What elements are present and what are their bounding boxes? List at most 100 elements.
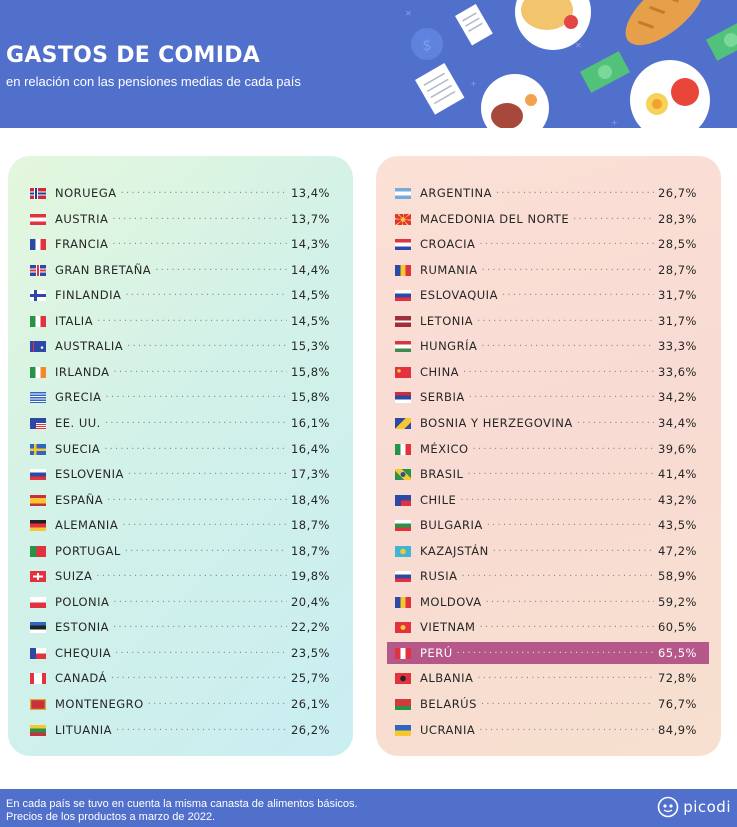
- country-row-espana: ESPAÑA··································…: [26, 489, 332, 511]
- country-row-peru: PERÚ ····································…: [387, 642, 709, 664]
- food-expense-percentage: 14,4%: [290, 263, 330, 277]
- germany-flag-icon: [30, 519, 46, 531]
- country-name: BRASIL: [420, 467, 464, 481]
- plate-icon: [630, 60, 710, 128]
- food-expense-percentage: 16,4%: [290, 442, 330, 456]
- country-row-suecia: SUECIA ··································…: [26, 438, 332, 460]
- country-row-gran-bretana: GRAN BRETAÑA····························…: [26, 259, 332, 281]
- food-expense-percentage: 18,7%: [290, 544, 330, 558]
- dot-leader: ········································…: [467, 468, 654, 480]
- cash-icon: [579, 51, 631, 93]
- dot-leader: ········································…: [492, 545, 654, 557]
- dot-leader: ········································…: [127, 340, 287, 352]
- montenegro-flag-icon: [30, 698, 46, 710]
- country-name: POLONIA: [55, 595, 110, 609]
- sweden-flag-icon: [30, 443, 46, 455]
- footer-bar: En cada país se tuvo en cuenta la misma …: [0, 789, 737, 827]
- country-row-rusia: RUSIA ···································…: [387, 565, 709, 587]
- dot-leader: ········································…: [113, 596, 287, 608]
- spain-flag-icon: [30, 494, 46, 506]
- bulgaria-flag-icon: [395, 519, 411, 531]
- country-row-alemania: ALEMANIA································…: [26, 514, 332, 536]
- food-expense-percentage: 72,8%: [657, 671, 697, 685]
- country-name: CHEQUIA: [55, 646, 112, 660]
- dot-leader: ········································…: [113, 621, 287, 633]
- poland-flag-icon: [30, 596, 46, 608]
- country-name: SUECIA: [55, 442, 101, 456]
- bread-icon: [625, 0, 705, 46]
- country-row-chequia: CHEQUIA·································…: [26, 642, 332, 664]
- norway-flag-icon: [30, 187, 46, 199]
- country-row-grecia: GRECIA··································…: [26, 386, 332, 408]
- picodi-logo: picodi: [657, 796, 731, 818]
- dot-leader: ········································…: [477, 672, 654, 684]
- country-row-serbia: SERBIA ··································…: [387, 386, 709, 408]
- page-subtitle: en relación con las pensiones medias de …: [6, 74, 301, 89]
- country-name: MACEDONIA DEL NORTE: [420, 212, 570, 226]
- dot-leader: ········································…: [576, 417, 654, 429]
- country-name: BULGARIA: [420, 518, 483, 532]
- dot-leader: ········································…: [573, 213, 654, 225]
- food-expense-percentage: 23,5%: [290, 646, 330, 660]
- dot-leader: ········································…: [486, 519, 654, 531]
- dot-leader: ········································…: [115, 724, 287, 736]
- food-expense-percentage: 15,8%: [290, 390, 330, 404]
- dot-leader: ········································…: [479, 724, 654, 736]
- country-name: FINLANDIA: [55, 288, 122, 302]
- cash-icon: [705, 19, 737, 61]
- dot-leader: ········································…: [472, 443, 654, 455]
- country-name: CANADÁ: [55, 671, 107, 685]
- dot-leader: ········································…: [115, 647, 287, 659]
- country-row-chile: CHILE ···································…: [387, 489, 709, 511]
- country-row-ee-uu: EE. UU. ·································…: [26, 412, 332, 434]
- page-title: GASTOS DE COMIDA: [6, 43, 261, 68]
- dot-leader: ········································…: [155, 264, 287, 276]
- slovenia-flag-icon: [30, 468, 46, 480]
- country-name: CHILE: [420, 493, 457, 507]
- food-expense-percentage: 13,4%: [290, 186, 330, 200]
- country-name: LITUANIA: [55, 723, 112, 737]
- food-expense-percentage: 59,2%: [657, 595, 697, 609]
- dot-leader: ········································…: [120, 187, 287, 199]
- country-row-croacia: CROACIA·································…: [387, 233, 709, 255]
- food-expense-percentage: 39,6%: [657, 442, 697, 456]
- dot-leader: ········································…: [125, 289, 287, 301]
- food-expense-percentage: 84,9%: [657, 723, 697, 737]
- country-row-hungria: HUNGRÍA·································…: [387, 335, 709, 357]
- food-expense-percentage: 31,7%: [657, 288, 697, 302]
- food-expense-percentage: 65,5%: [657, 646, 697, 660]
- bosnia-flag-icon: [395, 417, 411, 429]
- dot-leader: ········································…: [480, 698, 654, 710]
- food-expense-percentage: 28,5%: [657, 237, 697, 251]
- food-expense-percentage: 41,4%: [657, 467, 697, 481]
- country-name: ESLOVENIA: [55, 467, 124, 481]
- country-name: ARGENTINA: [420, 186, 493, 200]
- dot-leader: ········································…: [104, 443, 287, 455]
- country-name: BELARÚS: [420, 697, 477, 711]
- picodi-logo-icon: [657, 796, 679, 818]
- country-row-austria: AUSTRIA·································…: [26, 208, 332, 230]
- receipt-icon: [415, 63, 465, 115]
- france-flag-icon: [30, 238, 46, 250]
- slovakia-flag-icon: [395, 289, 411, 301]
- dot-leader: ········································…: [113, 366, 287, 378]
- dot-leader: ········································…: [456, 647, 654, 659]
- dot-leader: ········································…: [104, 417, 287, 429]
- country-name: SUIZA: [55, 569, 93, 583]
- country-name: PERÚ: [420, 646, 453, 660]
- kazakhstan-flag-icon: [395, 545, 411, 557]
- food-expense-percentage: 15,8%: [290, 365, 330, 379]
- vietnam-flag-icon: [395, 621, 411, 633]
- food-expense-percentage: 33,6%: [657, 365, 697, 379]
- country-name: UCRANIA: [420, 723, 476, 737]
- food-expense-percentage: 16,1%: [290, 416, 330, 430]
- country-name: MONTENEGRO: [55, 697, 144, 711]
- country-row-ucrania: UCRANIA·································…: [387, 719, 709, 741]
- country-name: ALEMANIA: [55, 518, 119, 532]
- left-country-panel: [8, 156, 353, 756]
- food-expense-percentage: 26,1%: [290, 697, 330, 711]
- food-expense-percentage: 58,9%: [657, 569, 697, 583]
- country-name: RUSIA: [420, 569, 458, 583]
- belarus-flag-icon: [395, 698, 411, 710]
- australia-flag-icon: [30, 340, 46, 352]
